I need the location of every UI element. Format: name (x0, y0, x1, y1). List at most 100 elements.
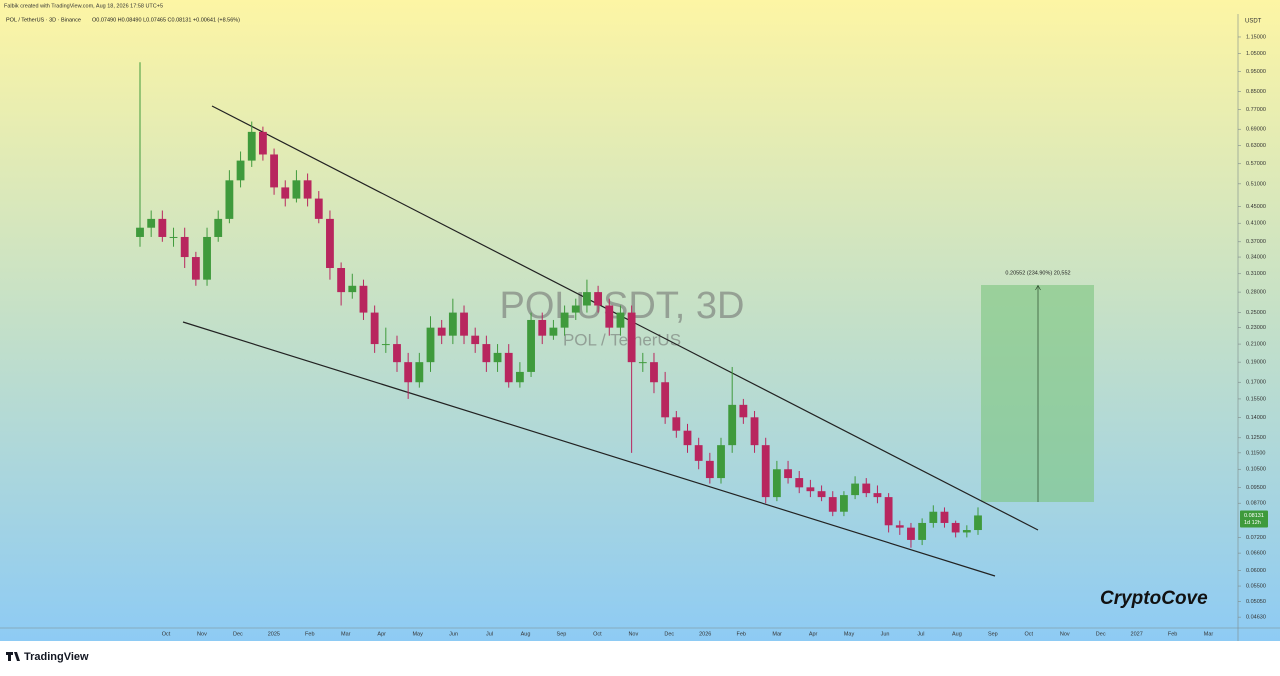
y-tick-label: 0.85000 (1246, 89, 1266, 95)
x-tick-label: May (412, 631, 423, 637)
candle-body (504, 352, 513, 383)
footer (0, 641, 1280, 671)
y-tick-label: 0.11500 (1246, 450, 1265, 456)
candle-body (828, 497, 837, 512)
candle-body (236, 160, 245, 181)
candle-body (694, 445, 703, 461)
candle-body (404, 362, 413, 383)
x-tick-label: Jul (486, 631, 493, 637)
attribution: Falbik created with TradingView.com, Aug… (4, 3, 163, 9)
candle-body (549, 327, 558, 336)
y-tick-label: 0.25000 (1246, 310, 1266, 316)
candle-body (258, 131, 267, 155)
x-tick-label: 2027 (1131, 631, 1143, 637)
candle-body (393, 344, 401, 363)
last-price-label: 0.08131 (1244, 513, 1264, 519)
candle-body (761, 445, 770, 498)
candle-body (136, 227, 144, 237)
candle-body (460, 312, 468, 336)
x-tick-label: Feb (305, 631, 314, 637)
x-tick-label: Dec (1096, 631, 1106, 637)
y-tick-label: 0.95000 (1246, 69, 1266, 75)
x-tick-label: Jun (881, 631, 890, 637)
candle-body (214, 218, 223, 237)
candle-body (940, 511, 949, 523)
candle-body (169, 236, 178, 238)
y-tick-label: 0.31000 (1246, 271, 1266, 277)
candle-body (359, 285, 368, 313)
x-tick-label: Feb (1168, 631, 1177, 637)
candle-body (974, 515, 982, 531)
plot (136, 62, 982, 548)
y-tick-label: 0.15500 (1246, 396, 1266, 402)
x-tick-label: Jul (917, 631, 924, 637)
candle-body (605, 305, 614, 328)
y-tick-label: 0.63000 (1246, 143, 1266, 149)
y-tick-label: 0.34000 (1246, 255, 1266, 261)
y-tick-label: 0.69000 (1246, 127, 1266, 133)
y-tick-label: 0.04630 (1246, 615, 1266, 621)
candle-body (616, 312, 625, 328)
y-tick-label: 0.05500 (1246, 584, 1266, 590)
y-tick-label: 0.41000 (1246, 221, 1266, 227)
y-tick-label: 0.05050 (1246, 599, 1266, 605)
candle-body (705, 460, 714, 479)
candle-body (895, 525, 904, 528)
x-tick-label: Mar (772, 631, 782, 637)
candle-body (515, 371, 524, 383)
x-tick-label: Jun (449, 631, 458, 637)
candle-body (884, 497, 893, 526)
candle-body (772, 469, 781, 498)
x-tick-label: Apr (377, 631, 386, 637)
candle-body (147, 218, 156, 228)
candle-body (728, 404, 737, 446)
y-tick-label: 0.06000 (1246, 568, 1266, 574)
candle-body (795, 478, 804, 488)
measure-box (981, 285, 1094, 502)
candle-body (806, 487, 815, 492)
candle-body (683, 430, 692, 446)
candle-body (661, 382, 670, 418)
candle-body (493, 352, 502, 363)
candle-body (851, 483, 860, 496)
currency: USDT (1245, 19, 1262, 25)
candle-body (191, 257, 200, 280)
candle-body (203, 236, 211, 280)
signature: CryptoCove (1100, 588, 1208, 609)
candle-body (571, 305, 580, 313)
y-tick-label: 0.08700 (1246, 501, 1266, 507)
x-tick-label: Dec (233, 631, 243, 637)
ohlc: O0.07490 H0.08490 L0.07465 C0.08131 +0.0… (92, 17, 240, 23)
x-tick-label: Oct (593, 631, 602, 637)
candle-body (538, 319, 547, 336)
x-tick-label: 2026 (699, 631, 711, 637)
candle-body (527, 319, 535, 372)
y-tick-label: 0.17000 (1246, 380, 1266, 386)
y-tick-label: 0.51000 (1246, 181, 1266, 187)
candle-body (918, 522, 927, 540)
measure-label: 0.20552 (234.90%) 20,552 (1005, 270, 1070, 276)
candle-body (247, 131, 256, 161)
candle-body (929, 511, 938, 523)
candle-body (873, 493, 882, 498)
y-tick-label: 1.05000 (1246, 51, 1266, 57)
candle-body (560, 312, 569, 328)
x-tick-label: Mar (1204, 631, 1214, 637)
candle-body (951, 522, 960, 533)
candle-body (437, 327, 446, 336)
x-tick-label: Oct (162, 631, 171, 637)
upper-trendline (211, 105, 1039, 531)
y-tick-label: 0.45000 (1246, 204, 1266, 210)
x-tick-label: Nov (197, 631, 207, 637)
candle-body (482, 344, 491, 363)
candle-body (907, 527, 915, 540)
candle-body (862, 483, 871, 494)
candle-body (471, 335, 480, 345)
candle-body (638, 362, 647, 364)
candle-body (650, 362, 658, 383)
lower-trendline (182, 321, 996, 577)
candle-body (426, 327, 435, 363)
y-tick-label: 0.10500 (1246, 467, 1266, 473)
candle-body (817, 491, 826, 498)
